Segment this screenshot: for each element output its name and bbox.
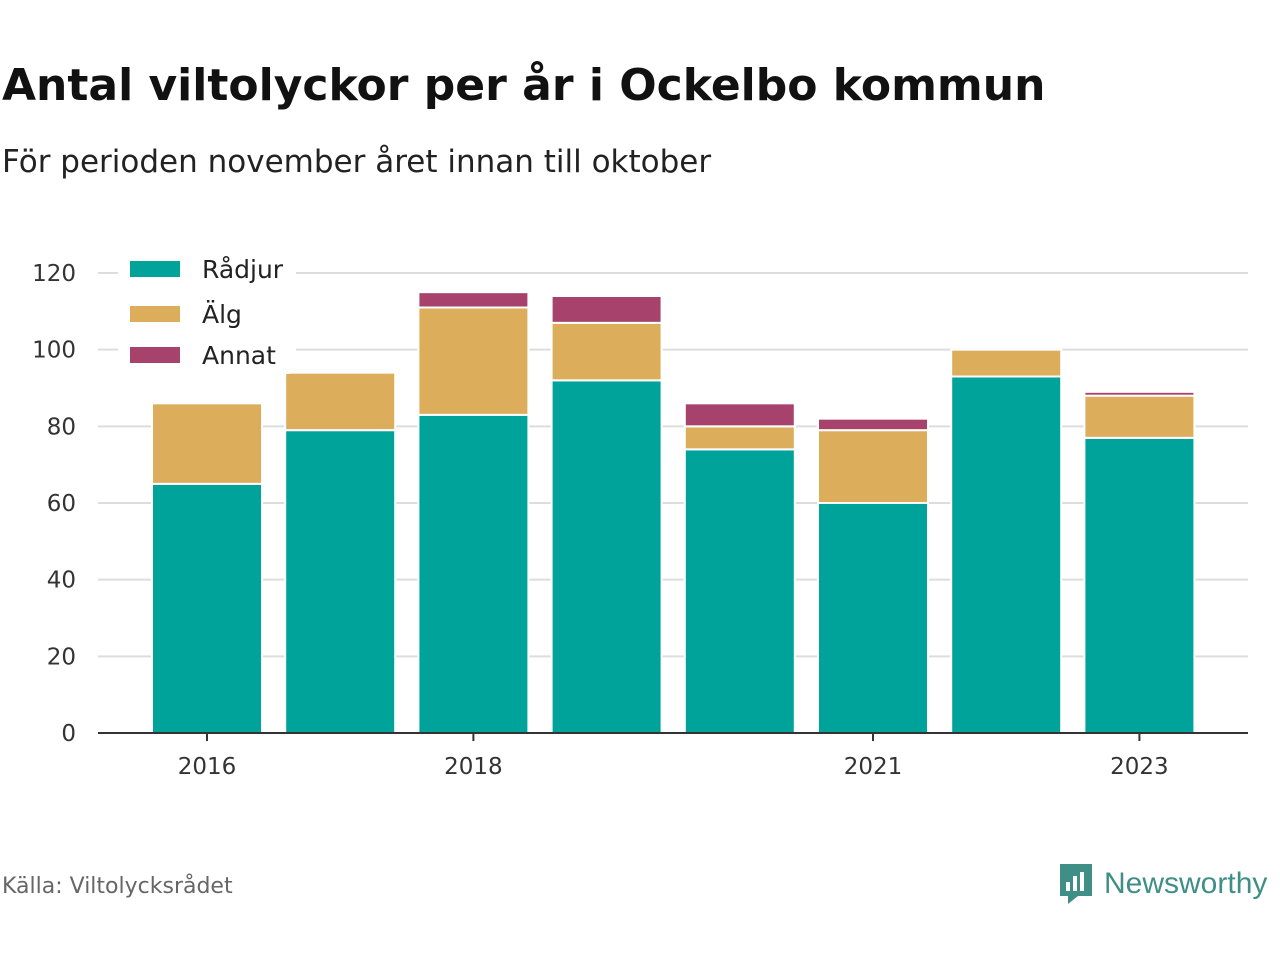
source-note: Källa: Viltolycksrådet <box>2 874 233 899</box>
legend-background <box>118 250 296 374</box>
bar-2019-0 <box>550 379 663 734</box>
bar-2018-2 <box>417 291 530 309</box>
y-tick-label-100: 100 <box>32 338 76 364</box>
bar-2019-1 <box>550 321 663 382</box>
y-tick-label-60: 60 <box>47 491 76 517</box>
y-tick-label-40: 40 <box>47 568 76 594</box>
chart-title: Antal viltolyckor per år i Ockelbo kommu… <box>2 60 1046 111</box>
bar-2020-2 <box>683 402 796 428</box>
bar-2021-1 <box>817 429 929 504</box>
bar-2018-0 <box>417 413 530 734</box>
bar-2019-2 <box>550 295 663 324</box>
bar-2023-1 <box>1083 394 1196 439</box>
chart-subtitle: För perioden november året innan till ok… <box>2 144 712 180</box>
y-tick-label-120: 120 <box>32 261 76 287</box>
bar-2017-1 <box>284 371 397 432</box>
legend-label-2: Annat <box>202 341 276 370</box>
y-tick-label-20: 20 <box>47 644 76 670</box>
bar-2018-1 <box>417 306 530 416</box>
legend-label-1: Älg <box>202 300 242 329</box>
bar-2023-0 <box>1083 436 1196 734</box>
x-tick-label-2021: 2021 <box>844 754 903 780</box>
legend-label-0: Rådjur <box>202 255 284 284</box>
brand-name: Newsworthy <box>1104 867 1268 900</box>
bar-2021-2 <box>817 417 929 432</box>
legend-swatch-2 <box>130 347 180 363</box>
bar-2022-0 <box>950 375 1063 734</box>
legend-swatch-0 <box>130 261 180 277</box>
x-tick-label-2023: 2023 <box>1110 754 1169 780</box>
legend-swatch-1 <box>130 306 180 322</box>
bar-2021-0 <box>817 502 929 734</box>
x-tick-label-2018: 2018 <box>444 754 503 780</box>
bar-2022-1 <box>950 348 1063 378</box>
bar-2020-1 <box>683 425 796 451</box>
brand-logo: Newsworthy <box>1058 862 1267 906</box>
bar-2020-0 <box>683 448 796 734</box>
y-tick-label-80: 80 <box>47 414 76 440</box>
newsworthy-logo-icon <box>1060 864 1092 904</box>
x-tick-label-2016: 2016 <box>178 754 237 780</box>
legend: Rådjur Älg Annat <box>118 250 296 374</box>
bar-2016-0 <box>151 482 263 735</box>
axes: 0 20 40 60 80 100 120 2016 2018 2021 2023 <box>32 261 1248 780</box>
bars <box>151 291 1196 735</box>
bar-2016-1 <box>151 402 263 485</box>
bar-2023-2 <box>1083 390 1196 397</box>
y-tick-label-0: 0 <box>61 721 76 747</box>
bar-2017-0 <box>284 429 397 734</box>
